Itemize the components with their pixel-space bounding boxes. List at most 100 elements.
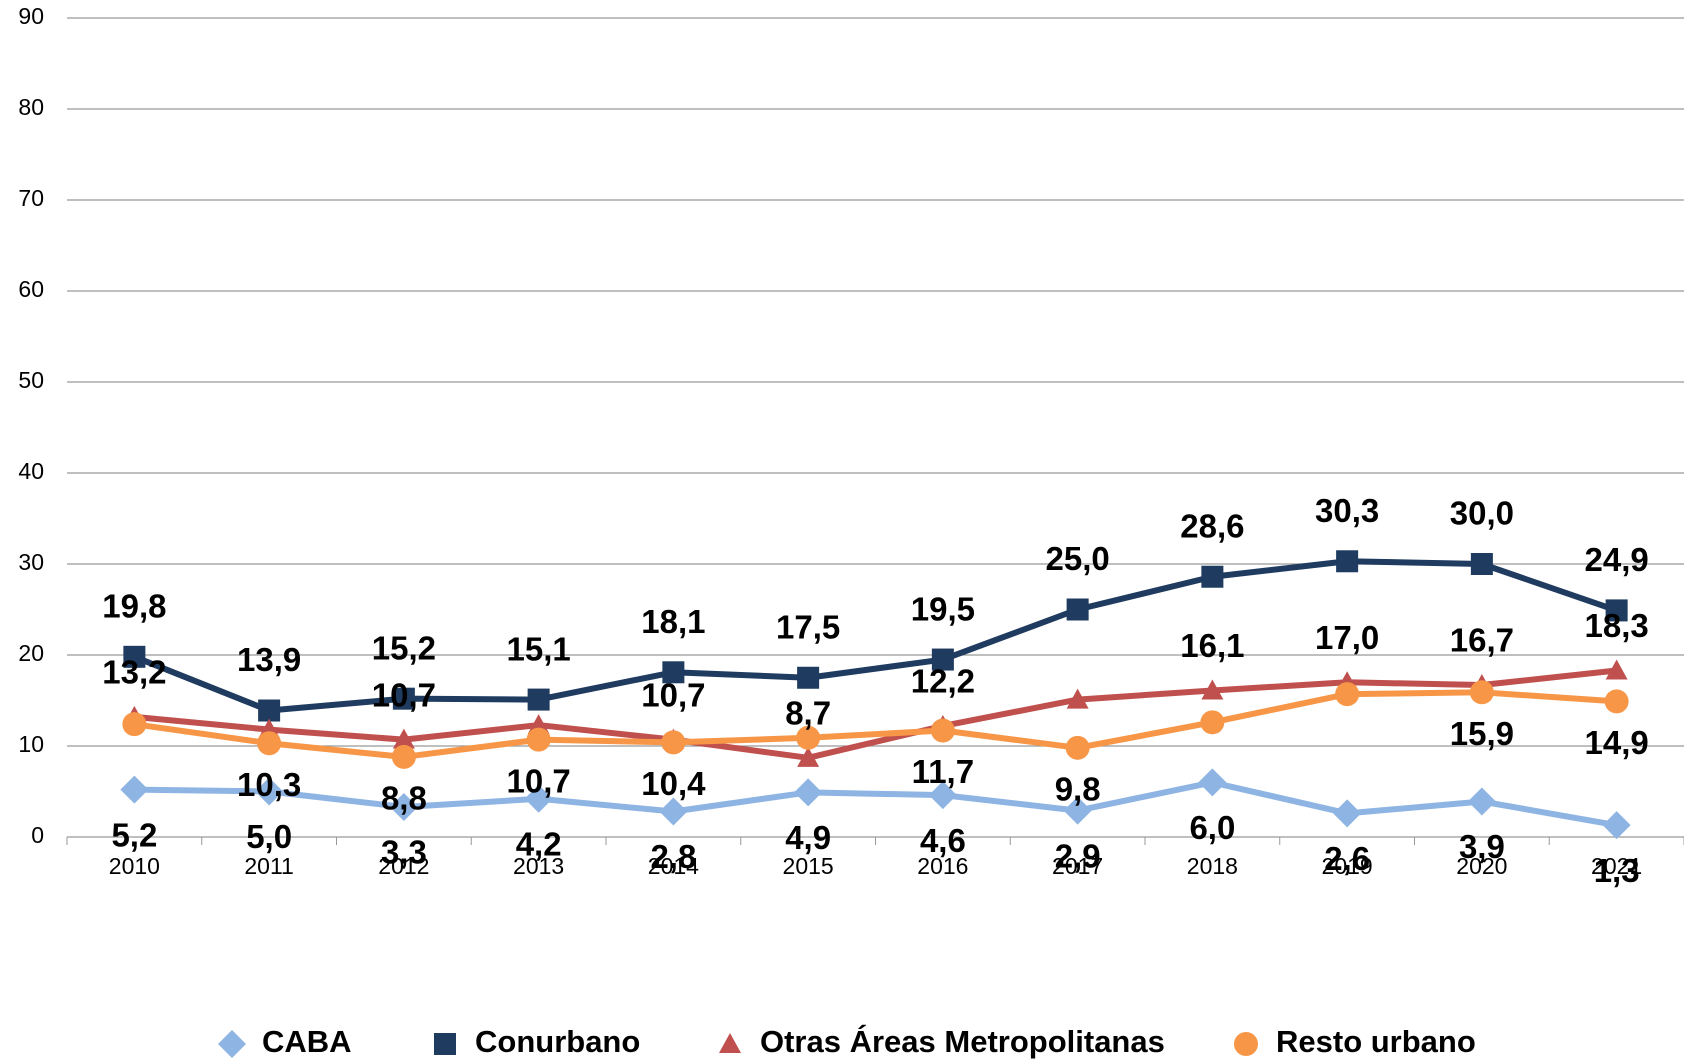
series-line — [133, 558, 1618, 714]
data-label: 28,6 — [1180, 507, 1244, 544]
data-label: 2,6 — [1324, 840, 1370, 877]
legend-marker — [1234, 1032, 1258, 1056]
data-point — [1467, 787, 1496, 816]
data-point — [1602, 811, 1631, 840]
data-label: 6,0 — [1189, 809, 1235, 846]
x-tick-label: 2014 — [648, 853, 699, 879]
data-label: 3,9 — [1459, 828, 1505, 865]
data-point — [930, 718, 955, 743]
data-point — [1333, 799, 1362, 828]
data-point — [1063, 796, 1092, 825]
data-label: 4,9 — [785, 819, 831, 856]
y-tick-label: 50 — [18, 367, 44, 393]
x-tick-label: 2011 — [244, 853, 293, 879]
legend-marker — [218, 1030, 246, 1058]
data-label: 5,2 — [111, 816, 157, 853]
data-point — [1470, 553, 1493, 575]
x-tick-label: 2019 — [1322, 853, 1373, 879]
legend-label: CABA — [262, 1024, 352, 1059]
y-tick-label: 0 — [31, 822, 44, 848]
data-label: 13,9 — [237, 641, 301, 678]
series-line — [134, 667, 1617, 761]
data-label: 5,0 — [246, 818, 292, 855]
data-point — [391, 744, 416, 769]
x-tick-label: 2018 — [1187, 853, 1238, 879]
legend-marker — [719, 1033, 741, 1053]
data-point — [796, 725, 821, 750]
data-point — [1604, 689, 1629, 714]
data-label: 11,7 — [912, 753, 974, 790]
data-point — [1066, 598, 1089, 621]
y-tick-label: 20 — [18, 640, 44, 666]
data-point — [797, 746, 820, 767]
data-point — [931, 648, 954, 671]
data-label: 25,0 — [1046, 540, 1110, 577]
y-tick-label: 80 — [18, 94, 44, 120]
data-label: 10,7 — [372, 676, 436, 713]
data-label: 13,2 — [102, 654, 166, 691]
x-tick-label: 2016 — [917, 853, 968, 879]
y-tick-label: 90 — [18, 3, 44, 29]
data-point — [1065, 735, 1090, 760]
data-point — [255, 777, 284, 806]
data-label: 1,3 — [1594, 852, 1640, 889]
data-point — [257, 731, 282, 756]
data-point — [258, 699, 281, 722]
data-label: 19,5 — [911, 590, 975, 627]
data-label: 16,7 — [1450, 622, 1514, 659]
data-point — [392, 728, 415, 749]
data-point — [1066, 688, 1089, 709]
data-label: 3,3 — [381, 834, 427, 871]
y-tick-label: 30 — [18, 549, 44, 575]
data-label: 8,7 — [785, 695, 831, 732]
y-tick-label: 40 — [18, 458, 44, 484]
data-label: 15,2 — [372, 629, 436, 666]
y-tick-label: 10 — [18, 731, 44, 757]
data-label: 2,8 — [650, 838, 696, 875]
data-label: 16,1 — [1180, 627, 1244, 664]
data-label: 10,3 — [237, 766, 301, 803]
x-tick-label: 2017 — [1052, 853, 1103, 879]
legend-label: Otras Áreas Metropolitanas — [760, 1024, 1165, 1059]
x-tick-label: 2012 — [378, 853, 429, 879]
data-point — [1336, 550, 1359, 573]
data-label: 9,8 — [1055, 771, 1101, 808]
x-tick-label: 2020 — [1456, 853, 1507, 879]
data-point — [928, 781, 957, 810]
data-label: 14,9 — [1585, 724, 1649, 761]
data-point — [1335, 682, 1360, 707]
data-label: 4,6 — [920, 822, 966, 859]
data-point — [524, 784, 553, 813]
data-label: 15,9 — [1450, 715, 1514, 752]
data-point — [122, 712, 147, 737]
data-label: 24,9 — [1585, 541, 1649, 578]
data-label: 18,3 — [1585, 607, 1649, 644]
data-point — [1201, 565, 1224, 588]
data-point — [659, 797, 688, 826]
data-point — [1200, 710, 1225, 735]
legend-marker — [434, 1033, 456, 1055]
data-label: 15,1 — [507, 630, 571, 667]
data-point — [797, 666, 820, 689]
data-point — [123, 645, 146, 668]
series-line — [133, 689, 1617, 760]
data-point — [661, 730, 686, 755]
data-point — [794, 778, 823, 807]
data-label: 17,5 — [776, 608, 840, 645]
data-label: 10,7 — [507, 762, 571, 799]
data-point — [120, 775, 149, 804]
y-tick-label: 70 — [18, 185, 44, 211]
data-label: 8,8 — [381, 780, 427, 817]
data-point — [1605, 599, 1628, 622]
data-point — [1198, 768, 1227, 797]
x-tick-label: 2013 — [513, 853, 564, 879]
data-point — [1201, 679, 1224, 700]
data-point — [389, 792, 418, 821]
data-label: 19,8 — [102, 588, 166, 625]
x-tick-label: 2015 — [783, 853, 834, 879]
data-point — [527, 688, 550, 711]
data-label: 4,2 — [516, 825, 562, 862]
data-label: 30,0 — [1450, 495, 1514, 532]
data-point — [526, 727, 551, 752]
